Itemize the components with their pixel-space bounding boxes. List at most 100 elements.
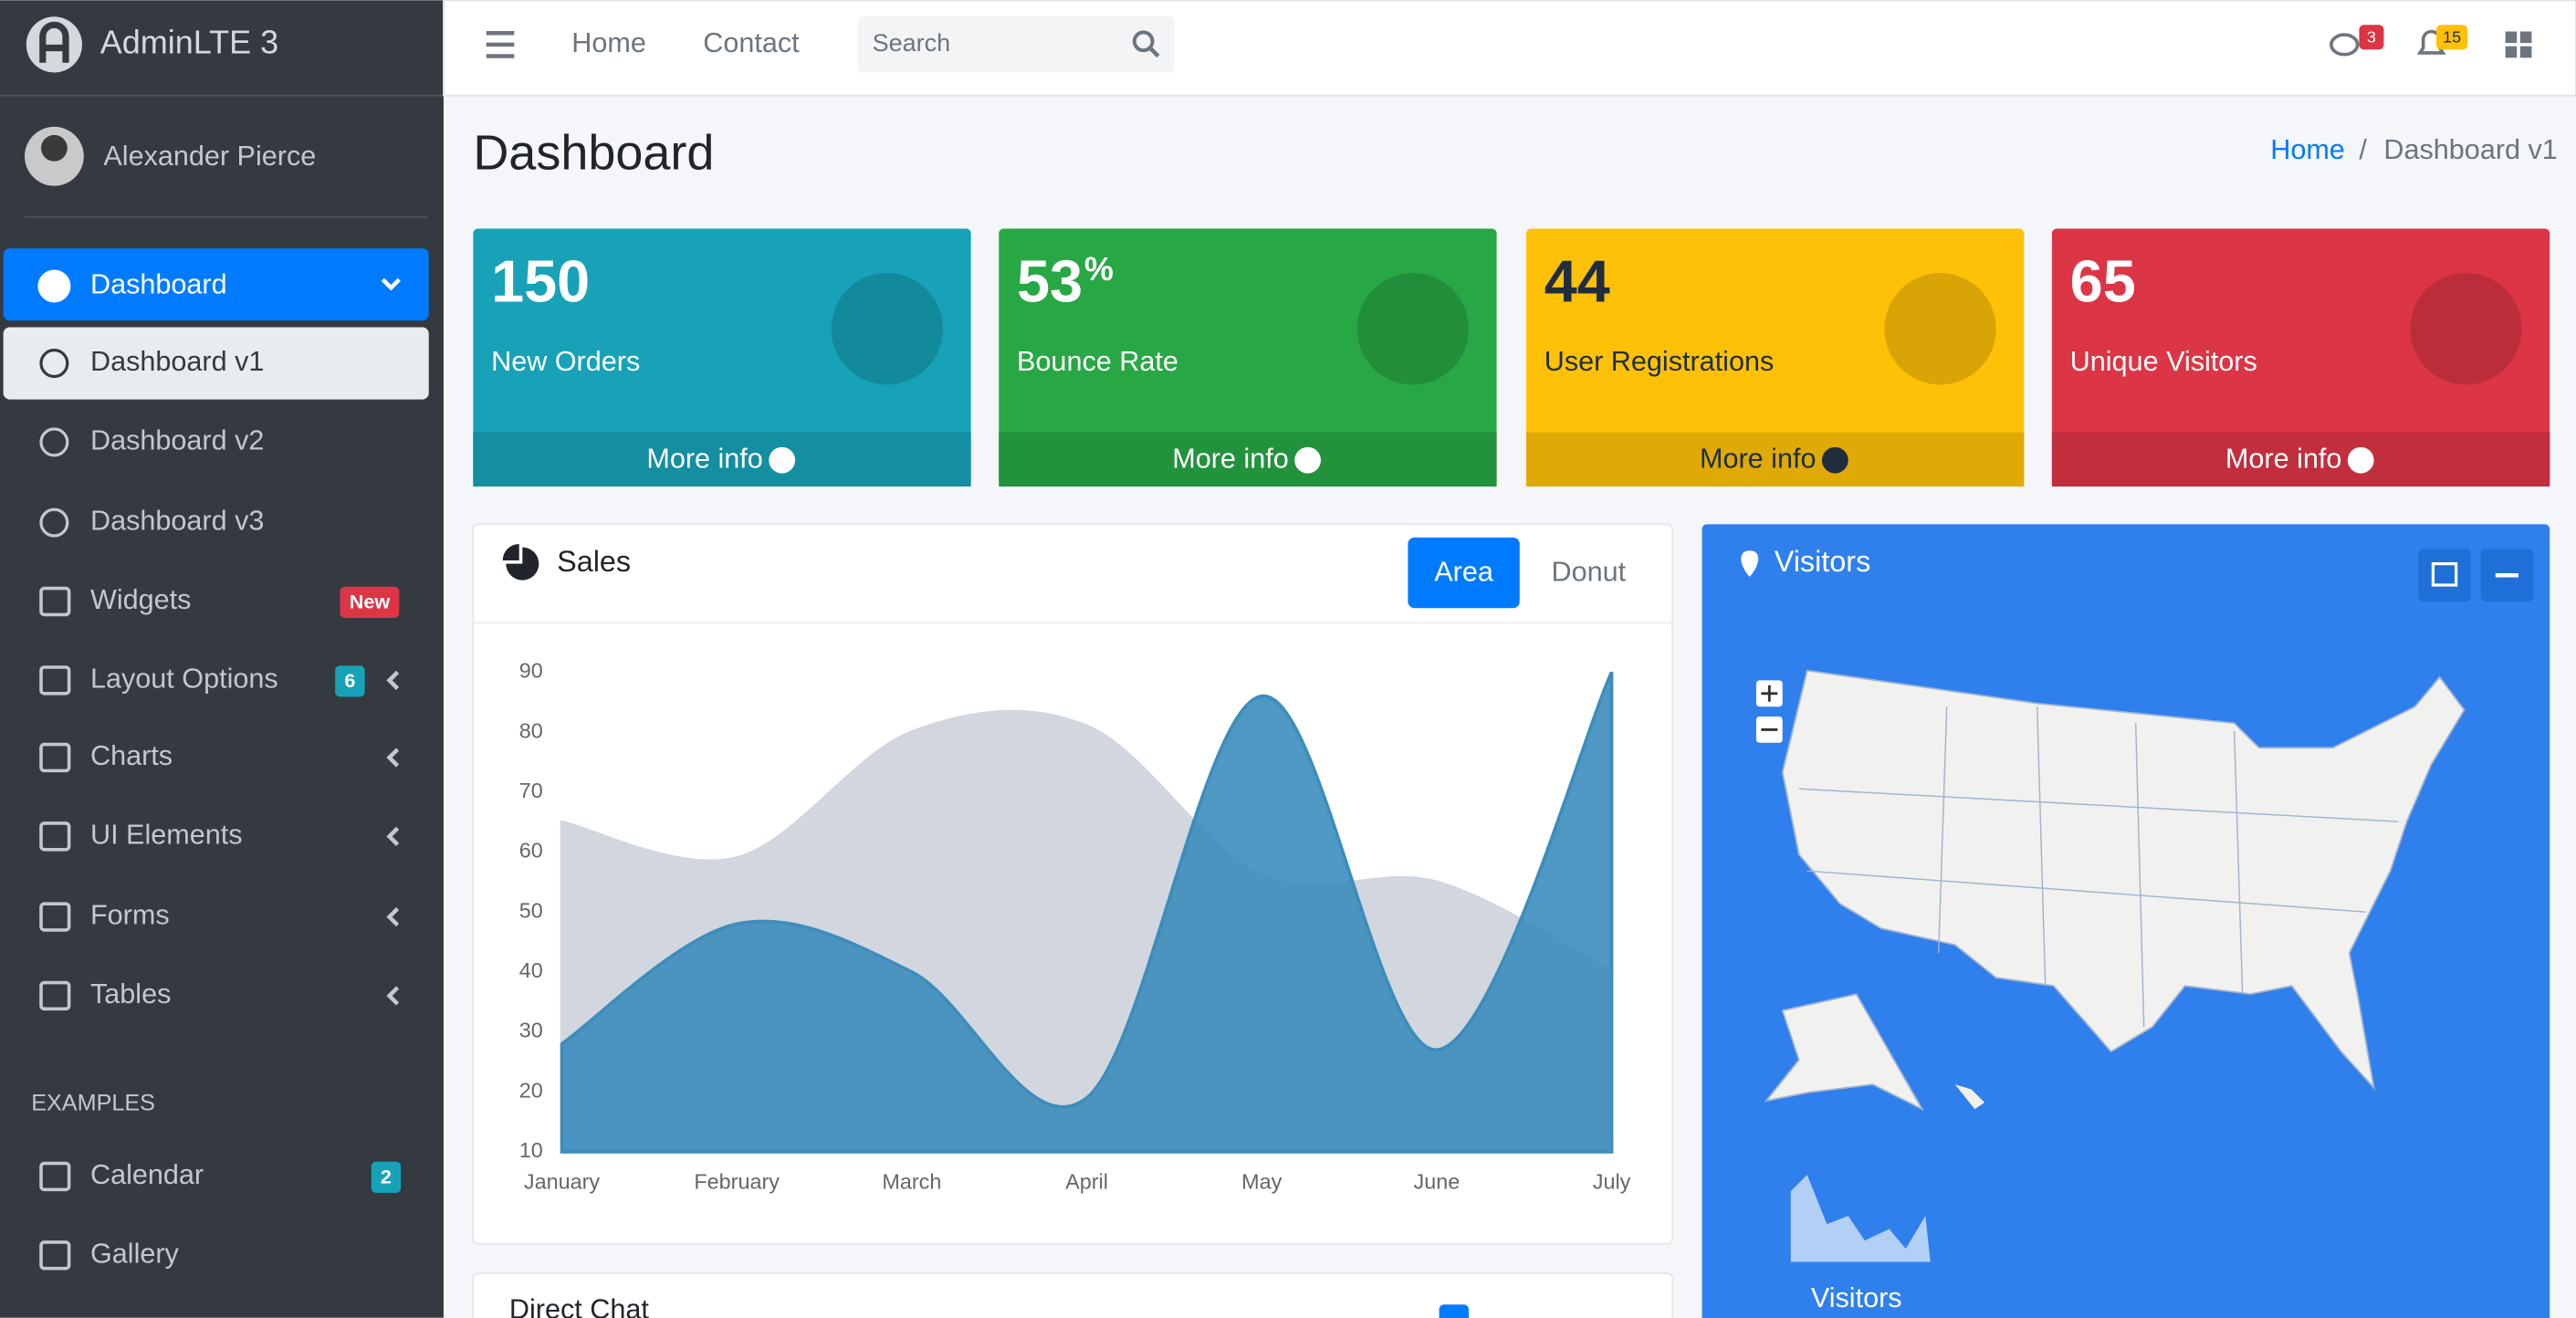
x-tick-label: June <box>1414 1169 1461 1193</box>
chat-card <box>472 1272 1674 1318</box>
nav-label[interactable]: Gallery <box>90 1238 180 1269</box>
chevron-left <box>386 826 400 846</box>
nav-badge <box>371 1161 402 1193</box>
nav-label[interactable]: Layout Options <box>90 663 278 694</box>
info-box-footer[interactable] <box>473 432 971 487</box>
more-info-link[interactable]: More info <box>1172 443 1288 474</box>
nav-icon <box>39 586 71 617</box>
brand-logo-letter <box>39 21 69 63</box>
nav-badge <box>335 665 365 697</box>
us-map[interactable] <box>1781 669 2466 1091</box>
nav-sublabel[interactable]: Dashboard v2 <box>90 425 264 456</box>
search-icon[interactable] <box>1132 30 1155 53</box>
info-box-label: User Registrations <box>1545 346 1775 377</box>
y-tick-label: 70 <box>519 779 543 802</box>
info-box-icon <box>831 273 944 385</box>
icon-circle <box>39 427 69 457</box>
nav-icon <box>39 1240 71 1271</box>
nav-label[interactable]: Forms <box>90 900 170 931</box>
arrow-circle-icon <box>1294 446 1321 474</box>
notifications-badge <box>2436 25 2468 50</box>
breadcrumb-link[interactable]: Home <box>2270 134 2345 165</box>
nav-link[interactable]: Contact <box>703 27 800 58</box>
tab-button-active[interactable] <box>1408 537 1520 609</box>
nav-icon <box>39 742 71 773</box>
messages-badge-text: 3 <box>2367 27 2376 46</box>
nav-sublabel[interactable]: Dashboard v3 <box>90 506 264 537</box>
apps-icon-cell <box>2505 31 2518 44</box>
nav-badge-text: New <box>350 591 391 613</box>
info-box-label: New Orders <box>491 346 640 377</box>
user-avatar-face <box>40 134 68 162</box>
nav-icon <box>39 902 71 932</box>
card-title: Visitors <box>1775 545 1871 578</box>
tab-label[interactable]: Donut <box>1552 556 1627 587</box>
nav-label[interactable]: UI Elements <box>90 819 243 850</box>
search-placeholder: Search <box>873 29 951 57</box>
info-box-footer[interactable] <box>2051 432 2550 487</box>
x-tick-label: February <box>694 1169 780 1193</box>
icon-circle <box>39 349 69 379</box>
sparkline-label: Visitors <box>1811 1282 1902 1313</box>
chat-badge <box>1439 1304 1469 1318</box>
navbar <box>443 0 2576 97</box>
search-box[interactable] <box>857 16 1175 73</box>
x-tick-label: May <box>1241 1169 1282 1193</box>
nav-label[interactable]: Calendar <box>90 1159 204 1190</box>
nav-item-active[interactable] <box>3 248 429 321</box>
apps-icon-cell <box>2505 46 2518 58</box>
nav-label[interactable]: Tables <box>90 978 171 1009</box>
nav-label[interactable]: Charts <box>90 740 173 771</box>
x-tick-label: July <box>1593 1169 1631 1193</box>
info-box <box>1525 228 2025 487</box>
info-box <box>999 228 1497 487</box>
info-box-label: Unique Visitors <box>2070 346 2257 377</box>
area-series <box>560 671 1614 1154</box>
nav-subitem-active[interactable] <box>3 327 429 400</box>
info-box-footer[interactable] <box>999 432 1497 487</box>
apps-icon[interactable] <box>2505 31 2532 58</box>
sparkline <box>1790 1175 1931 1262</box>
nav-icon <box>39 1161 71 1192</box>
brand[interactable]: AdminLTE 3 <box>26 16 278 73</box>
card-title: Sales <box>557 545 631 578</box>
messages-icon[interactable] <box>2330 33 2360 57</box>
more-info-link[interactable]: More info <box>2225 443 2341 474</box>
nav-sublabel[interactable]: Dashboard v1 <box>90 346 264 377</box>
sales-icon <box>502 544 519 561</box>
info-box-value: 65 <box>2070 248 2136 315</box>
y-tick-label: 60 <box>519 839 543 863</box>
x-tick-label: March <box>882 1169 941 1193</box>
alaska[interactable] <box>1764 993 1924 1112</box>
y-tick-label: 30 <box>519 1019 543 1042</box>
breadcrumb-separator: / <box>2359 134 2367 165</box>
more-info-link[interactable]: More info <box>1700 443 1816 474</box>
nav-badge <box>340 586 400 619</box>
more-info-link[interactable]: More info <box>646 443 762 474</box>
user-name[interactable]: Alexander Pierce <box>103 141 316 172</box>
hawaii[interactable] <box>1954 1084 1985 1110</box>
nav-label[interactable]: Dashboard <box>90 269 227 300</box>
calendar-button[interactable] <box>2418 549 2471 602</box>
nav-label[interactable]: Widgets <box>90 584 191 615</box>
search-icon <box>1148 46 1160 58</box>
page-title: Dashboard <box>473 126 714 181</box>
chevron-left <box>386 748 400 768</box>
info-box-value: 44 <box>1545 248 1610 315</box>
arrow-circle-icon <box>1821 446 1848 474</box>
chevron-left <box>386 986 400 1006</box>
tab-label[interactable]: Area <box>1434 556 1493 587</box>
zoom-in-icon <box>1761 685 1778 702</box>
menu-toggle[interactable] <box>486 31 515 58</box>
x-tick-label: April <box>1065 1169 1108 1193</box>
card-title: Direct Chat <box>509 1294 649 1318</box>
info-box-icon <box>1356 273 1469 385</box>
info-box-footer[interactable] <box>1525 432 2025 487</box>
chevron-down <box>381 277 401 291</box>
nav-icon <box>39 665 71 696</box>
icon-circle <box>39 507 69 538</box>
y-tick-label: 40 <box>519 958 543 982</box>
nav-link[interactable]: Home <box>571 27 646 58</box>
